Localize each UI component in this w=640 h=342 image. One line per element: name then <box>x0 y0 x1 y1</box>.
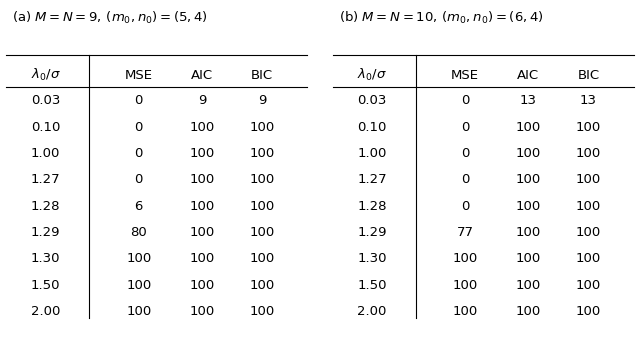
Text: 100: 100 <box>452 279 478 292</box>
Text: 100: 100 <box>516 279 541 292</box>
Text: AIC: AIC <box>191 69 213 82</box>
Text: BIC: BIC <box>577 69 600 82</box>
Text: 1.00: 1.00 <box>31 147 60 160</box>
Text: 1.27: 1.27 <box>357 173 387 186</box>
Text: 100: 100 <box>126 279 152 292</box>
Text: 100: 100 <box>126 252 152 265</box>
Text: 100: 100 <box>576 147 601 160</box>
Text: 100: 100 <box>250 279 275 292</box>
Text: (a) $M = N = 9,\, (m_0, n_0) = (5, 4)$: (a) $M = N = 9,\, (m_0, n_0) = (5, 4)$ <box>12 10 209 26</box>
Text: 1.28: 1.28 <box>357 200 387 213</box>
Text: 100: 100 <box>250 252 275 265</box>
Text: 0.10: 0.10 <box>357 121 387 134</box>
Text: 1.29: 1.29 <box>357 226 387 239</box>
Text: 0: 0 <box>134 147 143 160</box>
Text: 0: 0 <box>461 173 469 186</box>
Text: 100: 100 <box>189 279 214 292</box>
Text: 100: 100 <box>189 200 214 213</box>
Text: 100: 100 <box>189 121 214 134</box>
Text: 13: 13 <box>580 94 597 107</box>
Text: 100: 100 <box>516 147 541 160</box>
Text: 80: 80 <box>131 226 147 239</box>
Text: 2.00: 2.00 <box>357 305 387 318</box>
Text: 100: 100 <box>250 226 275 239</box>
Text: 9: 9 <box>258 94 266 107</box>
Text: 1.27: 1.27 <box>31 173 60 186</box>
Text: 100: 100 <box>189 226 214 239</box>
Text: 100: 100 <box>189 252 214 265</box>
Text: 100: 100 <box>189 173 214 186</box>
Text: 0: 0 <box>134 173 143 186</box>
Text: 100: 100 <box>250 121 275 134</box>
Text: 0: 0 <box>461 94 469 107</box>
Text: 100: 100 <box>516 305 541 318</box>
Text: 100: 100 <box>452 305 478 318</box>
Text: 0: 0 <box>461 121 469 134</box>
Text: 1.29: 1.29 <box>31 226 60 239</box>
Text: 100: 100 <box>516 121 541 134</box>
Text: 100: 100 <box>189 147 214 160</box>
Text: 77: 77 <box>457 226 474 239</box>
Text: 2.00: 2.00 <box>31 305 60 318</box>
Text: $\lambda_0/\sigma$: $\lambda_0/\sigma$ <box>31 67 60 83</box>
Text: 100: 100 <box>576 305 601 318</box>
Text: 100: 100 <box>576 226 601 239</box>
Text: AIC: AIC <box>517 69 540 82</box>
Text: 0.03: 0.03 <box>357 94 387 107</box>
Text: 100: 100 <box>126 305 152 318</box>
Text: (b) $M = N = 10,\, (m_0, n_0) = (6, 4)$: (b) $M = N = 10,\, (m_0, n_0) = (6, 4)$ <box>339 10 543 26</box>
Text: 100: 100 <box>516 226 541 239</box>
Text: $\lambda_0/\sigma$: $\lambda_0/\sigma$ <box>357 67 387 83</box>
Text: 100: 100 <box>576 279 601 292</box>
Text: 100: 100 <box>250 173 275 186</box>
Text: 13: 13 <box>520 94 537 107</box>
Text: BIC: BIC <box>251 69 273 82</box>
Text: MSE: MSE <box>451 69 479 82</box>
Text: 0.10: 0.10 <box>31 121 60 134</box>
Text: 1.30: 1.30 <box>357 252 387 265</box>
Text: 1.50: 1.50 <box>357 279 387 292</box>
Text: 1.30: 1.30 <box>31 252 60 265</box>
Text: 100: 100 <box>250 147 275 160</box>
Text: MSE: MSE <box>125 69 153 82</box>
Text: 100: 100 <box>516 200 541 213</box>
Text: 0: 0 <box>134 121 143 134</box>
Text: 9: 9 <box>198 94 206 107</box>
Text: 0: 0 <box>134 94 143 107</box>
Text: 100: 100 <box>516 252 541 265</box>
Text: 0: 0 <box>461 147 469 160</box>
Text: 100: 100 <box>576 252 601 265</box>
Text: 100: 100 <box>452 252 478 265</box>
Text: 100: 100 <box>189 305 214 318</box>
Text: 1.28: 1.28 <box>31 200 60 213</box>
Text: 1.50: 1.50 <box>31 279 60 292</box>
Text: 6: 6 <box>134 200 143 213</box>
Text: 100: 100 <box>576 121 601 134</box>
Text: 100: 100 <box>576 200 601 213</box>
Text: 0: 0 <box>461 200 469 213</box>
Text: 100: 100 <box>516 173 541 186</box>
Text: 0.03: 0.03 <box>31 94 60 107</box>
Text: 100: 100 <box>250 200 275 213</box>
Text: 100: 100 <box>250 305 275 318</box>
Text: 100: 100 <box>576 173 601 186</box>
Text: 1.00: 1.00 <box>357 147 387 160</box>
